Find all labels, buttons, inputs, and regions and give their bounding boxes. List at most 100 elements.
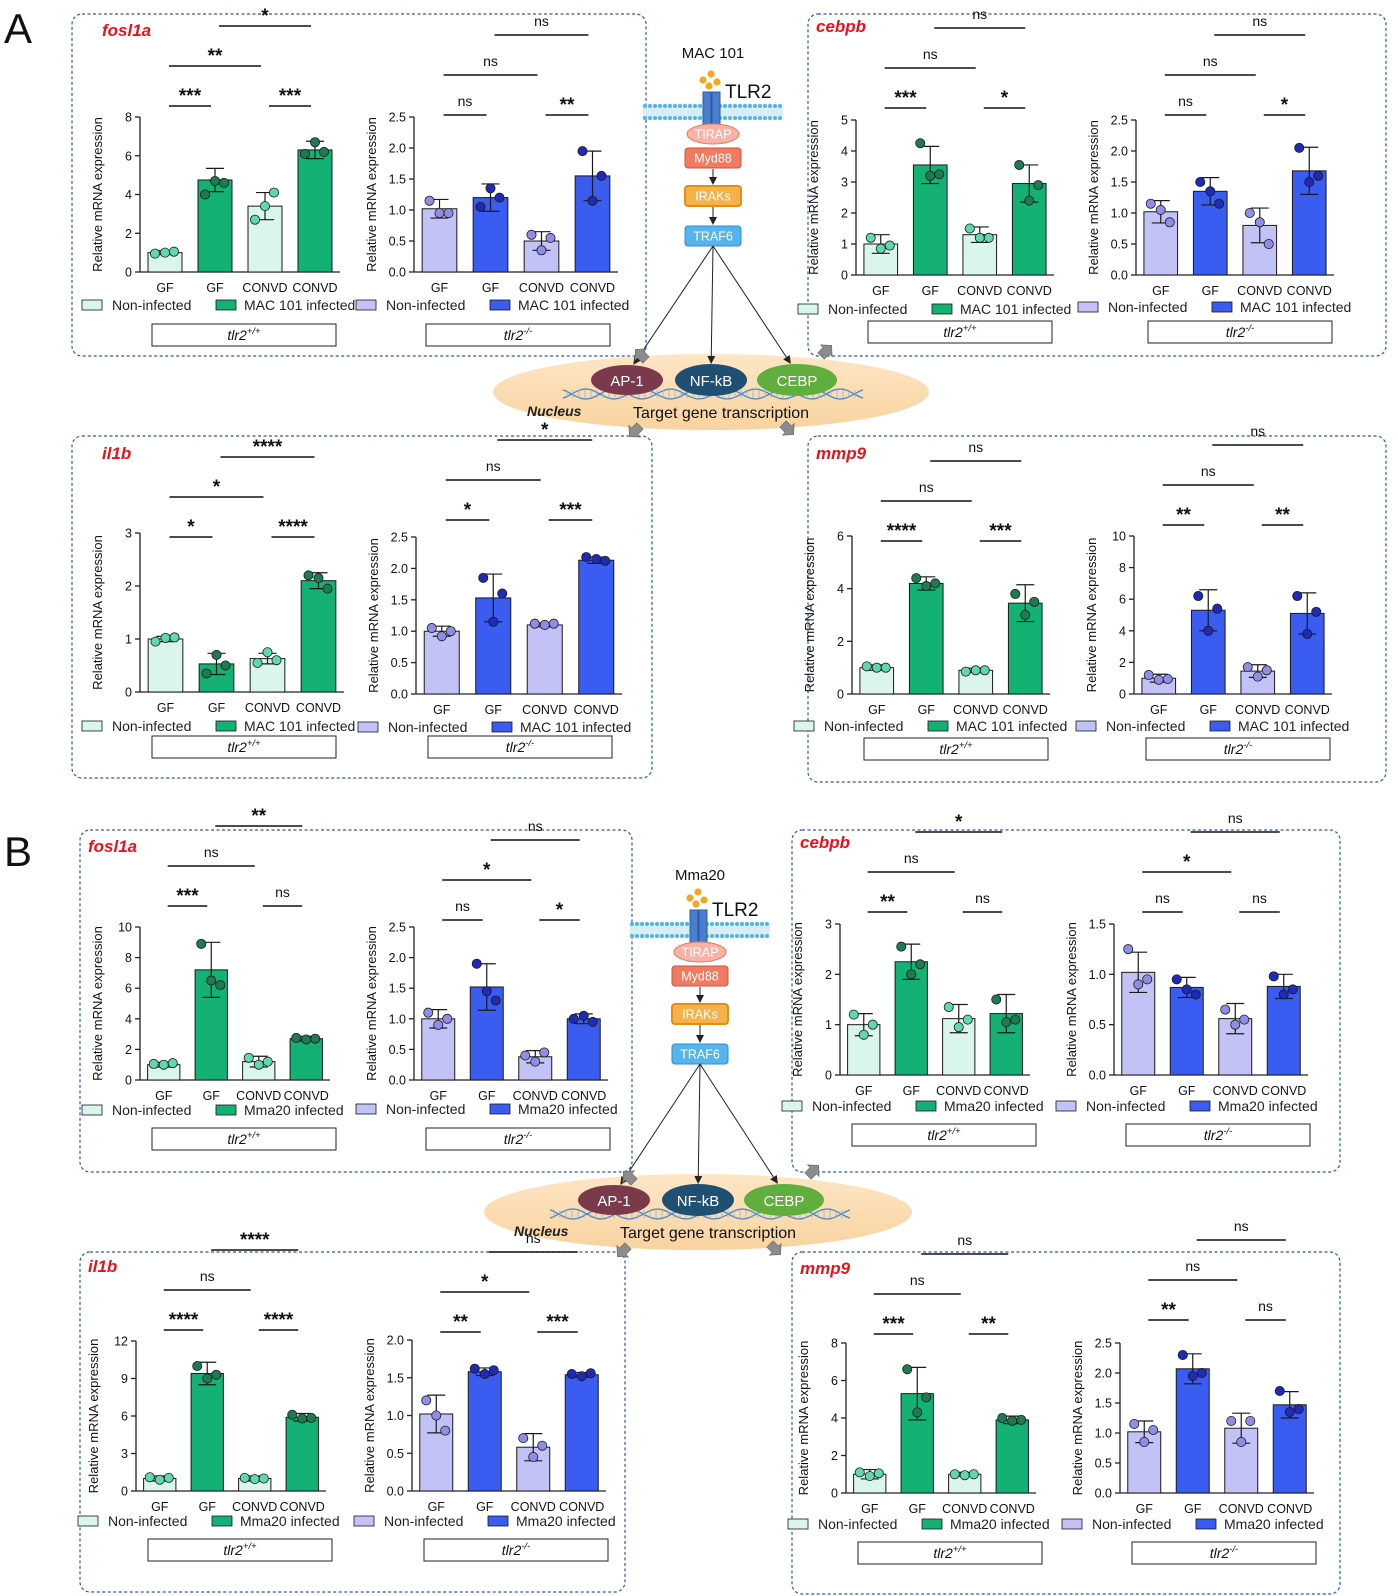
- significance-label: ***: [894, 88, 917, 109]
- x-tick-label: CONVD: [559, 1500, 604, 1514]
- data-point: [1203, 625, 1214, 636]
- legend-label: MAC 101 infected: [960, 301, 1071, 317]
- data-point: [858, 1029, 869, 1040]
- y-tick-label: 0.5: [1095, 1457, 1112, 1471]
- lipid-head: [734, 921, 740, 927]
- genotype-box: [151, 1127, 337, 1151]
- data-point: [471, 958, 482, 969]
- pathway-arrow: [707, 245, 716, 364]
- panel-link-arrow: [622, 1170, 638, 1186]
- data-point: [970, 665, 981, 676]
- x-tick-label: CONVD: [942, 1502, 987, 1516]
- y-tick-label: 2: [125, 1043, 132, 1057]
- data-point: [262, 1056, 273, 1067]
- y-tick-label: 2: [837, 635, 844, 649]
- x-tick-label: GF: [476, 1500, 494, 1514]
- data-point: [539, 619, 550, 630]
- genotype-superscript: +/+: [959, 740, 973, 751]
- x-tick-label: CONVD: [1261, 1084, 1306, 1098]
- gene-title: mmp9: [816, 444, 867, 463]
- x-tick-label: GF: [1178, 1084, 1196, 1098]
- data-point: [1254, 217, 1265, 228]
- data-point: [1245, 1416, 1256, 1427]
- y-tick-label: 2.0: [389, 142, 406, 156]
- bar: [147, 638, 184, 693]
- lipid-head: [744, 921, 750, 927]
- x-tick-label: GF: [482, 281, 500, 295]
- ligand-particle: [705, 82, 713, 90]
- receptor-label: TLR2: [712, 900, 758, 921]
- x-tick-label: CONVD: [957, 284, 1002, 298]
- lipid-head: [639, 933, 645, 939]
- ligand-particle: [686, 894, 694, 902]
- significance-label: ns: [455, 898, 470, 914]
- data-point: [1187, 1371, 1198, 1382]
- data-point: [1239, 1014, 1250, 1025]
- data-point: [1244, 207, 1255, 218]
- lipid-head: [687, 103, 693, 109]
- x-tick-label: CONVD: [984, 1084, 1029, 1098]
- lipid-head: [654, 921, 660, 927]
- significance-label: ***: [989, 521, 1012, 542]
- y-axis-label: Relative mRNA expression: [364, 117, 379, 272]
- data-point: [1145, 198, 1156, 209]
- y-tick-label: 0.5: [389, 235, 406, 249]
- lipid-head: [629, 921, 635, 927]
- data-point: [1278, 989, 1289, 1000]
- tlr2-pathway: Nucleus Target gene transcription AP-1 NF-k…: [493, 45, 929, 438]
- adaptor-label: TIRAP: [695, 128, 732, 142]
- bar-chart: 0 1 2 3 4 5 Relative mRNA expression GF GF CONVD C…: [797, 6, 1071, 344]
- y-tick-label: 2.0: [391, 562, 408, 576]
- x-tick-label: GF: [431, 281, 449, 295]
- genotype-superscript: +/+: [963, 323, 977, 334]
- legend-swatch: [915, 1100, 937, 1112]
- genotype-box: [1125, 1123, 1311, 1147]
- data-point: [163, 1472, 174, 1483]
- pathway-arrow: [620, 1063, 701, 1185]
- genotype-name: tlr2: [502, 1542, 522, 1558]
- data-point: [1311, 606, 1322, 617]
- legend-swatch: [357, 721, 379, 733]
- panel-link-arrow: [634, 348, 650, 364]
- data-point: [1016, 1414, 1027, 1425]
- y-tick-label: 4: [125, 188, 132, 202]
- data-point: [526, 229, 537, 240]
- significance-label: **: [208, 46, 223, 67]
- bar-chart: 0.0 0.5 1.0 1.5 2.0 Relative mRNA expression G…: [353, 1230, 616, 1562]
- bar: [1289, 612, 1325, 695]
- x-tick-label: GF: [855, 1084, 873, 1098]
- data-point: [1010, 1014, 1021, 1025]
- data-point: [915, 138, 926, 149]
- x-tick-label: CONVD: [284, 1089, 329, 1103]
- genotype-superscript: +/+: [243, 1541, 257, 1552]
- data-point: [1033, 180, 1044, 191]
- y-tick-label: 0.0: [1095, 1487, 1112, 1501]
- data-point: [865, 232, 876, 243]
- significance-label: ns: [1252, 13, 1267, 29]
- genotype-superscript: -/-: [525, 738, 534, 749]
- legend-swatch: [927, 720, 949, 732]
- bar-chart: 0 2 4 6 Relative mRNA expression GF GF CONVD CON…: [793, 439, 1067, 761]
- legend-label: Non-infected: [828, 301, 907, 317]
- data-point: [1236, 1437, 1247, 1448]
- bar: [190, 1373, 224, 1492]
- frame-a-fosl1a: [71, 13, 647, 357]
- bar-chart: 0 1 2 3 Relative mRNA expression GF GF CONVD CON…: [781, 812, 1044, 1147]
- y-tick-label: 6: [125, 149, 132, 163]
- lipid-head: [742, 115, 748, 121]
- genotype-name: tlr2: [1226, 324, 1246, 340]
- lipid-head: [747, 115, 753, 121]
- data-point: [249, 214, 260, 225]
- lipid-head: [664, 933, 670, 939]
- legend-swatch: [77, 1515, 99, 1527]
- data-point: [875, 243, 886, 254]
- significance-label: *: [1001, 88, 1009, 109]
- genotype-label: tlr2-/-: [1224, 740, 1252, 757]
- data-point: [968, 1469, 979, 1480]
- significance-label: ns: [957, 1232, 972, 1248]
- lipid-head: [684, 933, 690, 939]
- bar: [1272, 1404, 1307, 1494]
- y-tick-label: 1.5: [1095, 1397, 1112, 1411]
- data-point: [861, 661, 872, 672]
- x-tick-label: GF: [1136, 1502, 1154, 1516]
